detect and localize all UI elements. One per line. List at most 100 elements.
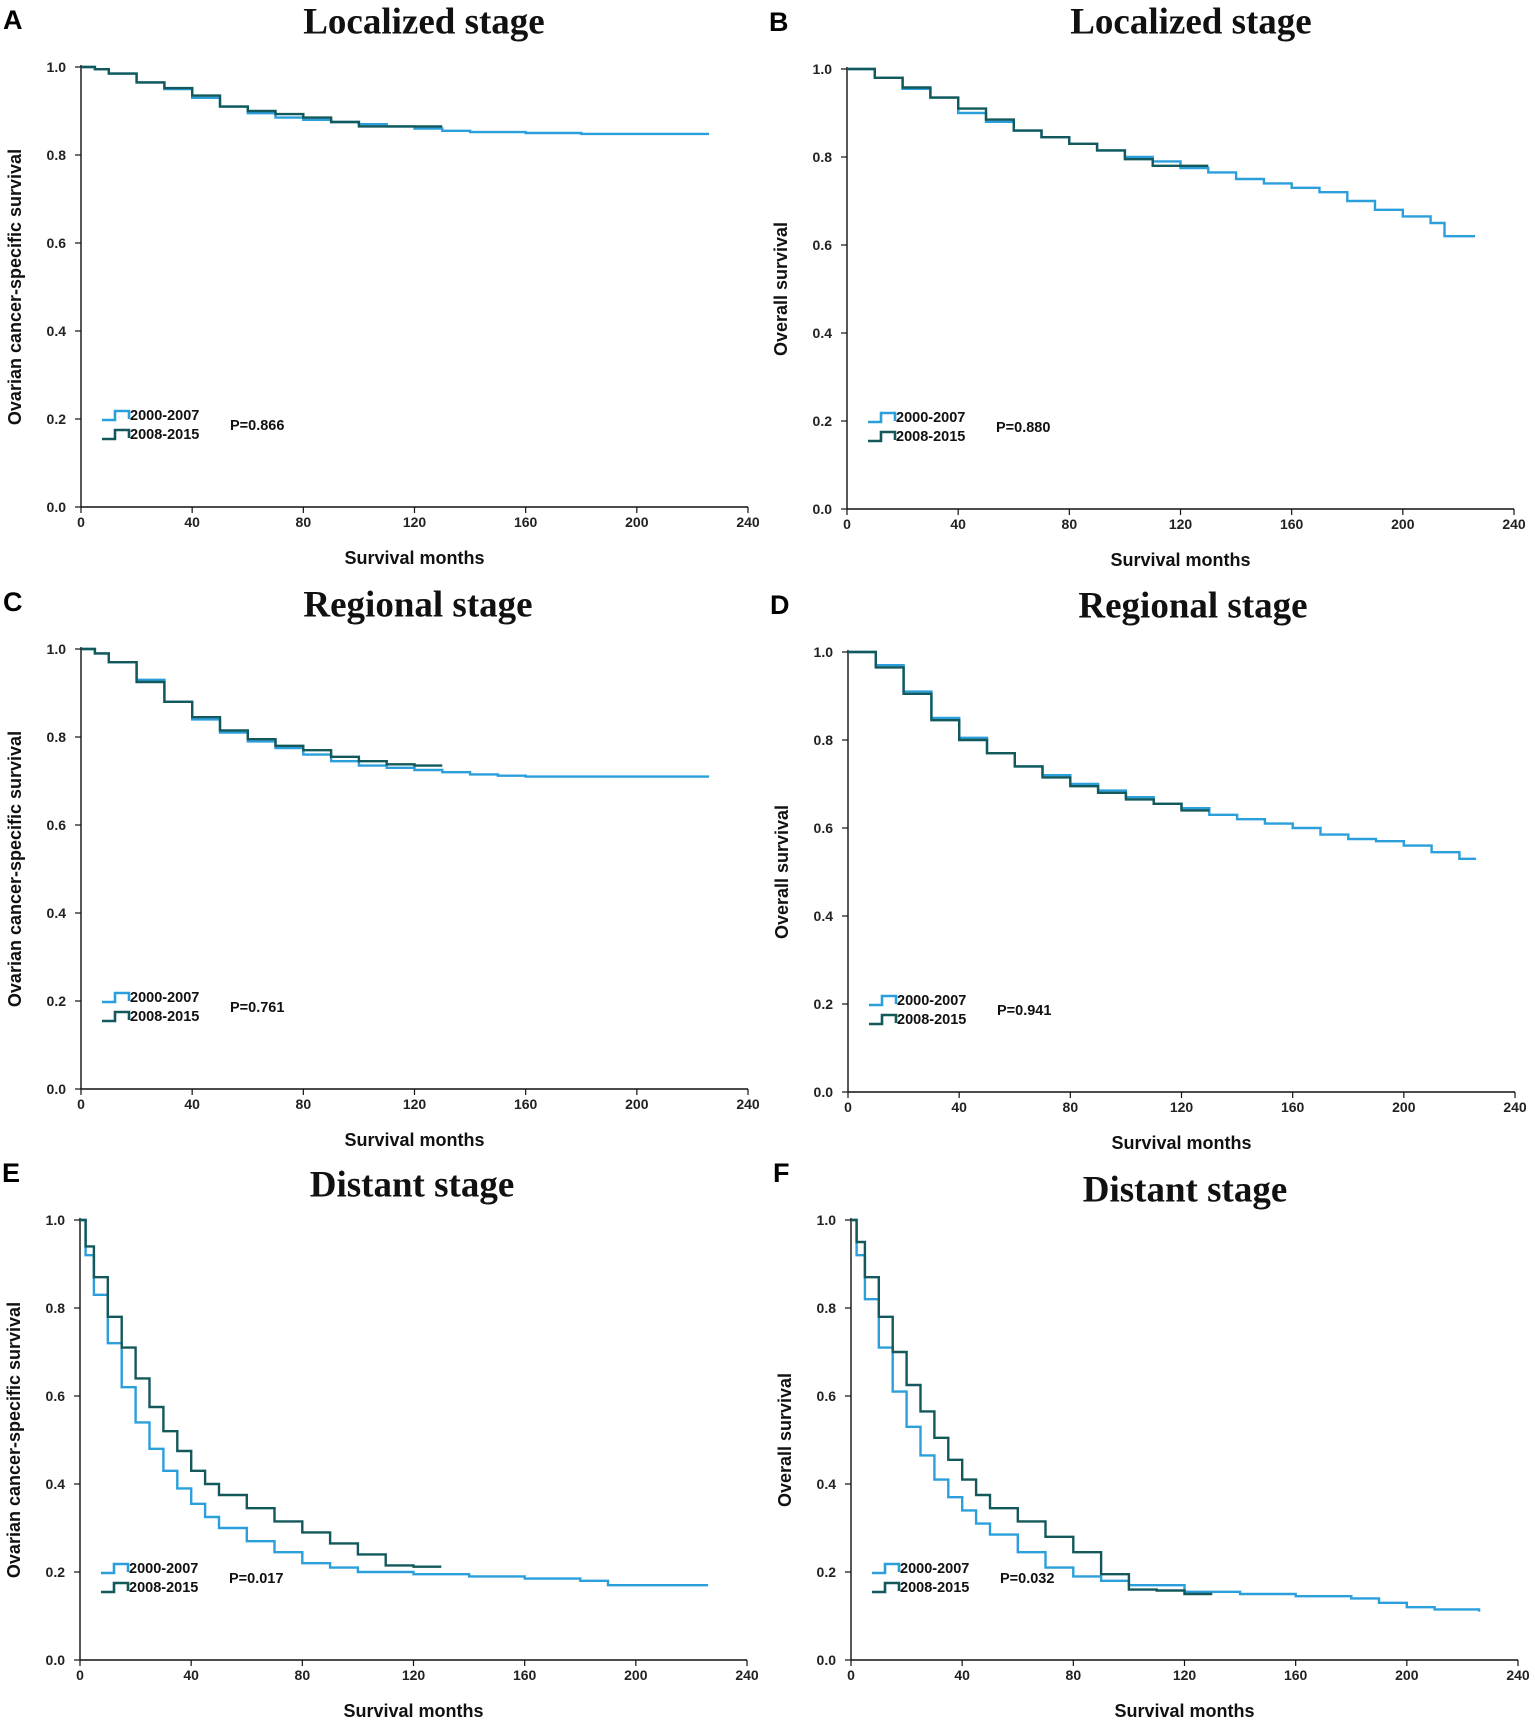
y-tick-label: 0.4	[47, 323, 67, 339]
legend-label: 2008-2015	[896, 429, 965, 445]
x-axis-label: Survival months	[344, 1130, 484, 1150]
x-tick-label: 40	[950, 516, 966, 532]
legend-swatch	[869, 994, 898, 1007]
x-tick-label: 0	[843, 516, 851, 532]
x-tick-label: 240	[736, 1096, 760, 1112]
survival-curve-2000-2007	[847, 67, 1476, 238]
legend-label: 2008-2015	[130, 427, 199, 443]
y-tick-label: 0.6	[47, 235, 67, 251]
chart-title: Regional stage	[303, 585, 532, 626]
panel-letter: B	[769, 7, 789, 37]
legend-label: 2008-2015	[129, 1580, 198, 1596]
x-tick-label: 80	[296, 1096, 312, 1112]
y-tick-label: 1.0	[813, 61, 833, 77]
survival-curve-2008-2015	[81, 65, 443, 128]
y-tick-label: 0.4	[813, 325, 833, 341]
panel-b: B Localized stage 0 40 80 120 160 200 240 0.0 0.2 0…	[769, 2, 1526, 571]
legend-swatch	[102, 409, 131, 422]
panel-d: D Regional stage 0 40 80 120 160 200 240 0.0 0.2 0.…	[770, 586, 1527, 1154]
x-tick-label: 200	[1392, 1099, 1416, 1115]
x-axis-label: Survival months	[1114, 1701, 1254, 1721]
y-tick-label: 0.2	[47, 411, 67, 427]
y-tick-label: 1.0	[47, 641, 67, 657]
y-axis-label: Ovarian cancer-specific survival	[5, 731, 25, 1007]
legend-label: 2000-2007	[896, 410, 965, 426]
y-tick-label: 0.2	[46, 1564, 66, 1580]
x-axis-label: Survival months	[343, 1701, 483, 1721]
y-tick-label: 0.0	[47, 1081, 67, 1097]
survival-curve-2000-2007	[80, 1218, 709, 1587]
x-tick-label: 0	[844, 1099, 852, 1115]
y-tick-label: 0.2	[814, 996, 834, 1012]
x-axis-label: Survival months	[344, 548, 484, 568]
p-value: P=0.880	[996, 420, 1050, 436]
x-tick-label: 40	[954, 1667, 970, 1683]
survival-curve-2000-2007	[851, 1218, 1481, 1612]
legend-swatch	[102, 1010, 131, 1023]
x-tick-label: 160	[1284, 1667, 1308, 1683]
x-tick-label: 200	[1391, 516, 1415, 532]
x-tick-label: 240	[736, 514, 760, 530]
legend-label: 2008-2015	[130, 1009, 199, 1025]
p-value: P=0.032	[1000, 1571, 1054, 1587]
x-axis-label: Survival months	[1111, 1133, 1251, 1153]
x-tick-label: 0	[77, 1096, 85, 1112]
x-tick-label: 160	[514, 1096, 538, 1112]
p-value: P=0.866	[230, 418, 284, 434]
legend-label: 2008-2015	[897, 1012, 966, 1028]
legend-swatch	[102, 428, 131, 441]
panel-letter: A	[3, 5, 23, 35]
x-tick-label: 120	[403, 1096, 427, 1112]
p-value: P=0.941	[997, 1003, 1051, 1019]
y-tick-label: 0.4	[46, 1476, 66, 1492]
x-tick-label: 80	[1066, 1667, 1082, 1683]
y-tick-label: 0.8	[47, 147, 67, 163]
chart-title: Localized stage	[303, 2, 544, 43]
panel-letter: F	[773, 1158, 790, 1188]
y-tick-label: 1.0	[817, 1212, 837, 1228]
x-tick-label: 40	[184, 514, 200, 530]
legend-label: 2000-2007	[900, 1561, 969, 1577]
p-value: P=0.761	[230, 1000, 284, 1016]
legend-label: 2000-2007	[130, 408, 199, 424]
chart-title: Localized stage	[1070, 2, 1311, 43]
x-tick-label: 40	[183, 1667, 199, 1683]
panel-f: F Distant stage 0 40 80 120 160 200 240 0.0 0.2 0.4…	[773, 1158, 1530, 1721]
y-tick-label: 0.6	[814, 820, 834, 836]
y-tick-label: 0.8	[47, 729, 67, 745]
chart-title: Regional stage	[1078, 586, 1307, 627]
x-tick-label: 200	[624, 1667, 648, 1683]
survival-curve-2008-2015	[851, 1218, 1213, 1596]
panel-letter: D	[770, 590, 790, 620]
y-tick-label: 1.0	[47, 59, 67, 75]
y-tick-label: 0.8	[817, 1300, 837, 1316]
panel-a: A Localized stage 0 40 80 120 160 200 240 0.0 0.2 0…	[3, 2, 760, 569]
survival-curve-2000-2007	[81, 65, 710, 136]
x-tick-label: 80	[295, 1667, 311, 1683]
survival-curve-2008-2015	[80, 1218, 442, 1568]
legend-swatch	[101, 1581, 130, 1594]
panel-letter: E	[2, 1158, 20, 1188]
y-axis-label: Overall survival	[775, 1373, 795, 1507]
x-tick-label: 80	[1062, 516, 1078, 532]
legend-swatch	[872, 1562, 901, 1575]
y-tick-label: 0.8	[813, 149, 833, 165]
survival-curve-2000-2007	[81, 647, 710, 778]
y-tick-label: 0.4	[47, 905, 67, 921]
survival-curve-2008-2015	[81, 647, 443, 767]
x-tick-label: 0	[76, 1667, 84, 1683]
y-tick-label: 0.0	[47, 499, 67, 515]
x-tick-label: 40	[951, 1099, 967, 1115]
panel-letter: C	[3, 587, 23, 617]
y-tick-label: 0.0	[814, 1084, 834, 1100]
x-tick-label: 160	[514, 514, 538, 530]
x-tick-label: 120	[402, 1667, 426, 1683]
x-tick-label: 120	[403, 514, 427, 530]
y-axis-label: Overall survival	[771, 222, 791, 356]
x-tick-label: 120	[1173, 1667, 1197, 1683]
y-axis-label: Ovarian cancer-specific survival	[4, 1302, 24, 1578]
y-tick-label: 0.0	[813, 501, 833, 517]
y-tick-label: 0.6	[46, 1388, 66, 1404]
legend-swatch	[869, 1013, 898, 1026]
